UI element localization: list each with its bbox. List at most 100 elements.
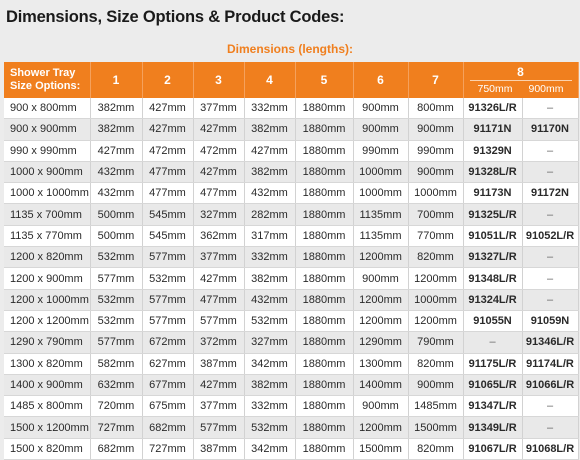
dimension-cell: 545mm xyxy=(142,203,194,226)
size-option-cell: 1485 x 800mm xyxy=(4,395,91,418)
dimension-cell: 790mm xyxy=(408,331,464,354)
dimension-cell: 432mm xyxy=(90,161,143,184)
size-option-cell: 1000 x 1000mm xyxy=(4,182,91,205)
column-header-6: 6 xyxy=(353,62,409,98)
dimension-cell: 332mm xyxy=(244,395,296,418)
size-option-cell: 1500 x 1200mm xyxy=(4,416,91,439)
dimension-cell: 332mm xyxy=(244,246,296,269)
size-option-cell: 1500 x 820mm xyxy=(4,438,91,460)
table-row: 1200 x 1200mm 532mm 577mm 577mm 532mm 1880mm 1… xyxy=(4,310,579,333)
dimension-cell: 427mm xyxy=(244,140,296,162)
dimension-cell: 532mm xyxy=(90,289,143,311)
dimension-cell: 427mm xyxy=(193,267,245,290)
dimension-cell: 342mm xyxy=(244,353,296,375)
product-code-cell: 91065L/R xyxy=(463,374,523,397)
column-header-4: 4 xyxy=(244,62,296,98)
dimension-cell: 770mm xyxy=(408,225,464,248)
product-code-cell: 91055N xyxy=(463,310,523,333)
dimension-cell: 372mm xyxy=(193,331,245,354)
dimension-cell: 1880mm xyxy=(295,161,354,184)
subheader-750: 750mm xyxy=(477,83,513,95)
dimension-cell: 377mm xyxy=(193,246,245,269)
dimension-cell: 382mm xyxy=(244,161,296,184)
dimension-cell: 427mm xyxy=(193,374,245,397)
dimension-cell: 1880mm xyxy=(295,353,354,375)
dimension-cell: 387mm xyxy=(193,353,245,375)
dimension-cell: 382mm xyxy=(90,98,143,120)
size-option-cell: 1200 x 1200mm xyxy=(4,310,91,333)
dimension-cell: 800mm xyxy=(408,98,464,120)
dimension-cell: 432mm xyxy=(90,182,143,205)
dimension-cell: 427mm xyxy=(142,118,194,141)
dimension-cell: 327mm xyxy=(193,203,245,226)
dimension-cell: 282mm xyxy=(244,203,296,226)
size-option-cell: 1290 x 790mm xyxy=(4,331,91,354)
dimension-cell: 1135mm xyxy=(353,225,409,248)
dimension-cell: 382mm xyxy=(244,267,296,290)
column-header-3: 3 xyxy=(193,62,245,98)
product-code-cell: 91349L/R xyxy=(463,416,523,439)
dimension-cell: 1200mm xyxy=(353,246,409,269)
dimension-cell: 1880mm xyxy=(295,438,354,460)
dimension-cell: 820mm xyxy=(408,353,464,375)
product-code-cell: 91173N xyxy=(463,182,523,205)
dimension-cell: 500mm xyxy=(90,225,143,248)
dimension-cell: 682mm xyxy=(90,438,143,460)
dimension-cell: 332mm xyxy=(244,98,296,120)
dimension-cell: 317mm xyxy=(244,225,296,248)
dimension-cell: 727mm xyxy=(142,438,194,460)
product-code-cell: 91174L/R xyxy=(522,353,579,375)
dimension-cell: 1300mm xyxy=(353,353,409,375)
dimension-cell: 427mm xyxy=(142,98,194,120)
dimension-cell: 1880mm xyxy=(295,203,354,226)
dimension-cell: 477mm xyxy=(193,182,245,205)
dimension-cell: 427mm xyxy=(193,118,245,141)
product-code-cell: 91067L/R xyxy=(463,438,523,460)
dimension-cell: 1880mm xyxy=(295,289,354,311)
dimension-cell: 1880mm xyxy=(295,246,354,269)
dimension-cell: 1880mm xyxy=(295,182,354,205)
size-option-cell: 1200 x 900mm xyxy=(4,267,91,290)
table-row: 1500 x 1200mm 727mm 682mm 577mm 532mm 1880mm 1… xyxy=(4,416,579,439)
product-code-cell: 91052L/R xyxy=(522,225,579,248)
product-code-cell: 91327L/R xyxy=(463,246,523,269)
dimension-cell: 700mm xyxy=(408,203,464,226)
dimension-cell: 1000mm xyxy=(408,289,464,311)
table-row: 1200 x 1000mm 532mm 577mm 477mm 432mm 1880mm 1… xyxy=(4,289,579,311)
dimension-cell: 627mm xyxy=(142,353,194,375)
product-code-cell: 91172N xyxy=(522,182,579,205)
size-option-cell: 990 x 990mm xyxy=(4,140,91,162)
dimension-cell: 1880mm xyxy=(295,416,354,439)
dimension-cell: 532mm xyxy=(142,267,194,290)
dimension-cell: 1880mm xyxy=(295,267,354,290)
product-codes-table: Shower Tray Size Options: 1 2 3 4 5 6 7 … xyxy=(4,62,579,460)
table-row: 1200 x 900mm 577mm 532mm 427mm 382mm 1880mm 90… xyxy=(4,267,579,290)
product-code-cell: – xyxy=(522,289,579,311)
column-header-1: 1 xyxy=(90,62,143,98)
dimension-cell: 577mm xyxy=(142,310,194,333)
product-code-cell: – xyxy=(522,395,579,418)
dimension-cell: 675mm xyxy=(142,395,194,418)
subheader-900: 900mm xyxy=(528,83,564,95)
product-code-cell: 91328L/R xyxy=(463,161,523,184)
dimension-cell: 632mm xyxy=(90,374,143,397)
dimension-cell: 1000mm xyxy=(353,182,409,205)
dimension-cell: 532mm xyxy=(244,310,296,333)
dimension-cell: 1880mm xyxy=(295,140,354,162)
page-title: Dimensions, Size Options & Product Codes… xyxy=(6,8,345,26)
size-option-cell: 1200 x 1000mm xyxy=(4,289,91,311)
dimension-cell: 720mm xyxy=(90,395,143,418)
product-code-cell: 91346L/R xyxy=(522,331,579,354)
table-row: 1135 x 770mm 500mm 545mm 362mm 317mm 1880mm 11… xyxy=(4,225,579,248)
product-code-cell: 91325L/R xyxy=(463,203,523,226)
dimension-cell: 672mm xyxy=(142,331,194,354)
product-code-cell: – xyxy=(522,416,579,439)
dimension-cell: 427mm xyxy=(90,140,143,162)
dimension-cell: 577mm xyxy=(90,331,143,354)
size-option-cell: 1135 x 770mm xyxy=(4,225,91,248)
table-row: 1200 x 820mm 532mm 577mm 377mm 332mm 1880mm 12… xyxy=(4,246,579,269)
dimension-cell: 1200mm xyxy=(408,310,464,333)
dimension-cell: 900mm xyxy=(353,395,409,418)
size-option-cell: 900 x 900mm xyxy=(4,118,91,141)
size-option-cell: 1300 x 820mm xyxy=(4,353,91,375)
